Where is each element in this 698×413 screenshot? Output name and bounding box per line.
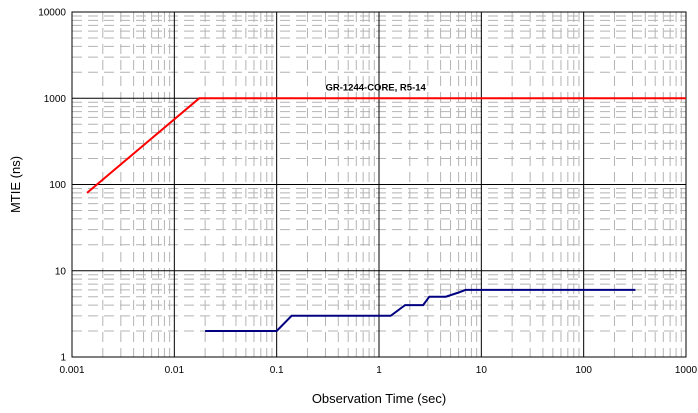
tick-labels: 0.001 0.01 0.1 1 10 100 1000 1 10 100 1000 10000 xyxy=(38,8,697,377)
y-tick-label: 1000 xyxy=(44,94,67,105)
series-layer xyxy=(86,97,686,332)
series-line-measured xyxy=(205,288,636,332)
x-tick-label: 0.1 xyxy=(270,365,284,376)
x-tick-label: 1000 xyxy=(675,365,698,376)
x-tick-label: 100 xyxy=(575,365,592,376)
y-axis-title: MTIE (ns) xyxy=(8,156,23,213)
x-axis-title: Observation Time (sec) xyxy=(312,391,446,406)
x-tick-label: 0.01 xyxy=(165,365,185,376)
y-tick-label: 10 xyxy=(55,266,67,277)
y-tick-label: 100 xyxy=(49,180,66,191)
y-tick-label: 10000 xyxy=(38,8,66,19)
x-tick-label: 0.001 xyxy=(59,365,84,376)
x-tick-label: 10 xyxy=(476,365,488,376)
plot-border xyxy=(71,11,687,358)
mask-annotation: GR-1244-CORE, R5-14 xyxy=(325,82,426,93)
x-tick-label: 1 xyxy=(376,365,382,376)
series-line-mask xyxy=(86,97,686,194)
y-tick-label: 1 xyxy=(60,353,66,364)
